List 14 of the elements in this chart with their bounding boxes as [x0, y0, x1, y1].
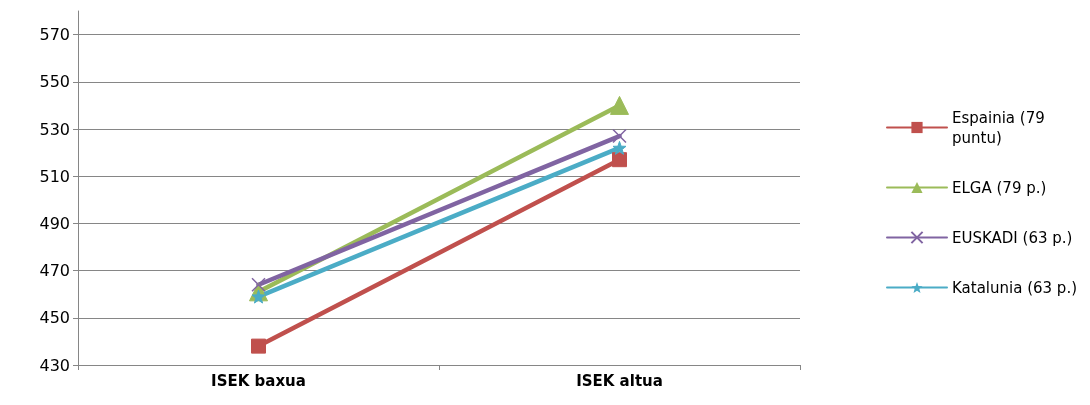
y-tick-label: 570: [39, 25, 70, 45]
y-tick-label: 470: [39, 261, 70, 281]
y-tick-label: 450: [39, 308, 70, 328]
legend-label: EUSKADI (63 p.): [952, 228, 1073, 247]
y-tick-label: 550: [39, 72, 70, 92]
legend-label: Katalunia (63 p.): [952, 278, 1077, 297]
x-tick-label: ISEK altua: [576, 371, 663, 390]
legend-label: ELGA (79 p.): [952, 178, 1047, 197]
y-tick-label: 530: [39, 119, 70, 139]
y-tick-label: 490: [39, 213, 70, 233]
y-tick-label: 430: [39, 355, 70, 375]
y-tick-label: 510: [39, 166, 70, 186]
x-tick-label: ISEK baxua: [211, 371, 306, 390]
legend-label: Espainia (79 puntu): [952, 108, 1050, 147]
